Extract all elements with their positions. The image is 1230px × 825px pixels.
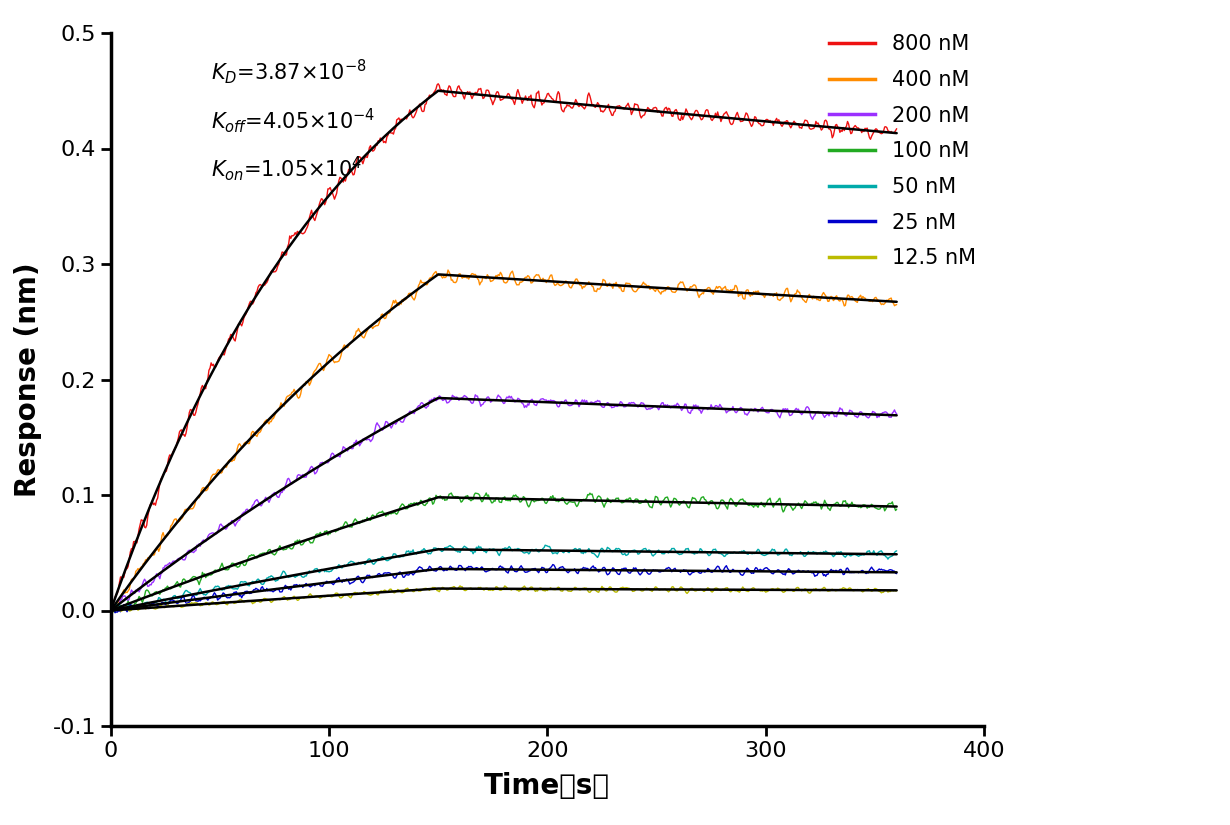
100 nM xyxy=(646,498,661,508)
800 nM xyxy=(645,106,659,116)
200 nM xyxy=(103,604,118,614)
400 nM xyxy=(440,265,455,275)
100 nM xyxy=(889,504,904,514)
400 nM xyxy=(277,401,292,411)
800 nM xyxy=(818,116,833,125)
12.5 nM xyxy=(889,586,904,596)
50 nM xyxy=(818,546,833,556)
800 nM xyxy=(310,209,325,219)
200 nM xyxy=(819,410,834,420)
800 nM xyxy=(430,79,445,89)
400 nM xyxy=(311,361,326,370)
25 nM xyxy=(103,606,118,615)
100 nM xyxy=(568,500,583,510)
800 nM xyxy=(491,87,506,97)
100 nM xyxy=(311,529,326,539)
400 nM xyxy=(646,284,661,294)
Text: $K_{on}$=1.05×10$^{4}$: $K_{on}$=1.05×10$^{4}$ xyxy=(212,154,363,183)
50 nM xyxy=(310,563,325,573)
800 nM xyxy=(567,98,582,108)
50 nM xyxy=(538,540,552,550)
12.5 nM xyxy=(103,607,118,617)
400 nM xyxy=(568,274,583,284)
12.5 nM xyxy=(310,591,325,601)
12.5 nM xyxy=(276,592,290,602)
50 nM xyxy=(276,566,290,576)
Line: 400 nM: 400 nM xyxy=(111,270,897,608)
400 nM xyxy=(819,294,834,304)
200 nM xyxy=(492,392,507,402)
Line: 50 nM: 50 nM xyxy=(111,545,897,612)
25 nM xyxy=(646,565,661,575)
200 nM xyxy=(277,485,292,495)
800 nM xyxy=(103,601,118,611)
Line: 25 nM: 25 nM xyxy=(111,564,897,613)
100 nM xyxy=(492,497,507,507)
12.5 nM xyxy=(645,587,659,596)
Text: $K_{off}$=4.05×10$^{-4}$: $K_{off}$=4.05×10$^{-4}$ xyxy=(212,106,375,134)
50 nM xyxy=(103,607,118,617)
25 nM xyxy=(277,582,292,592)
50 nM xyxy=(490,547,504,557)
400 nM xyxy=(889,299,904,309)
50 nM xyxy=(645,550,659,560)
25 nM xyxy=(311,578,326,588)
100 nM xyxy=(819,499,834,509)
200 nM xyxy=(568,395,583,405)
25 nM xyxy=(819,569,834,579)
25 nM xyxy=(545,559,560,569)
12.5 nM xyxy=(453,581,467,591)
100 nM xyxy=(478,488,493,498)
12.5 nM xyxy=(491,583,506,593)
Legend: 800 nM, 400 nM, 200 nM, 100 nM, 50 nM, 25 nM, 12.5 nM: 800 nM, 400 nM, 200 nM, 100 nM, 50 nM, 2… xyxy=(820,26,984,276)
400 nM xyxy=(492,271,507,281)
12.5 nM xyxy=(567,582,582,592)
200 nM xyxy=(467,390,482,400)
25 nM xyxy=(108,608,123,618)
400 nM xyxy=(103,597,118,607)
Y-axis label: Response (nm): Response (nm) xyxy=(14,262,42,497)
800 nM xyxy=(276,248,290,257)
100 nM xyxy=(277,544,292,554)
25 nM xyxy=(568,566,583,576)
50 nM xyxy=(567,544,582,554)
200 nM xyxy=(646,402,661,412)
100 nM xyxy=(108,607,123,617)
Line: 800 nM: 800 nM xyxy=(111,84,897,606)
Line: 200 nM: 200 nM xyxy=(111,395,897,610)
25 nM xyxy=(491,564,506,574)
200 nM xyxy=(311,463,326,473)
Line: 12.5 nM: 12.5 nM xyxy=(111,586,897,612)
200 nM xyxy=(108,605,123,615)
X-axis label: Time（s）: Time（s） xyxy=(485,771,610,799)
Text: $K_D$=3.87×10$^{-8}$: $K_D$=3.87×10$^{-8}$ xyxy=(212,57,367,86)
200 nM xyxy=(889,409,904,419)
25 nM xyxy=(889,568,904,578)
Line: 100 nM: 100 nM xyxy=(111,493,897,612)
400 nM xyxy=(108,603,123,613)
12.5 nM xyxy=(818,584,833,594)
800 nM xyxy=(889,124,904,134)
50 nM xyxy=(889,546,904,556)
100 nM xyxy=(103,603,118,613)
